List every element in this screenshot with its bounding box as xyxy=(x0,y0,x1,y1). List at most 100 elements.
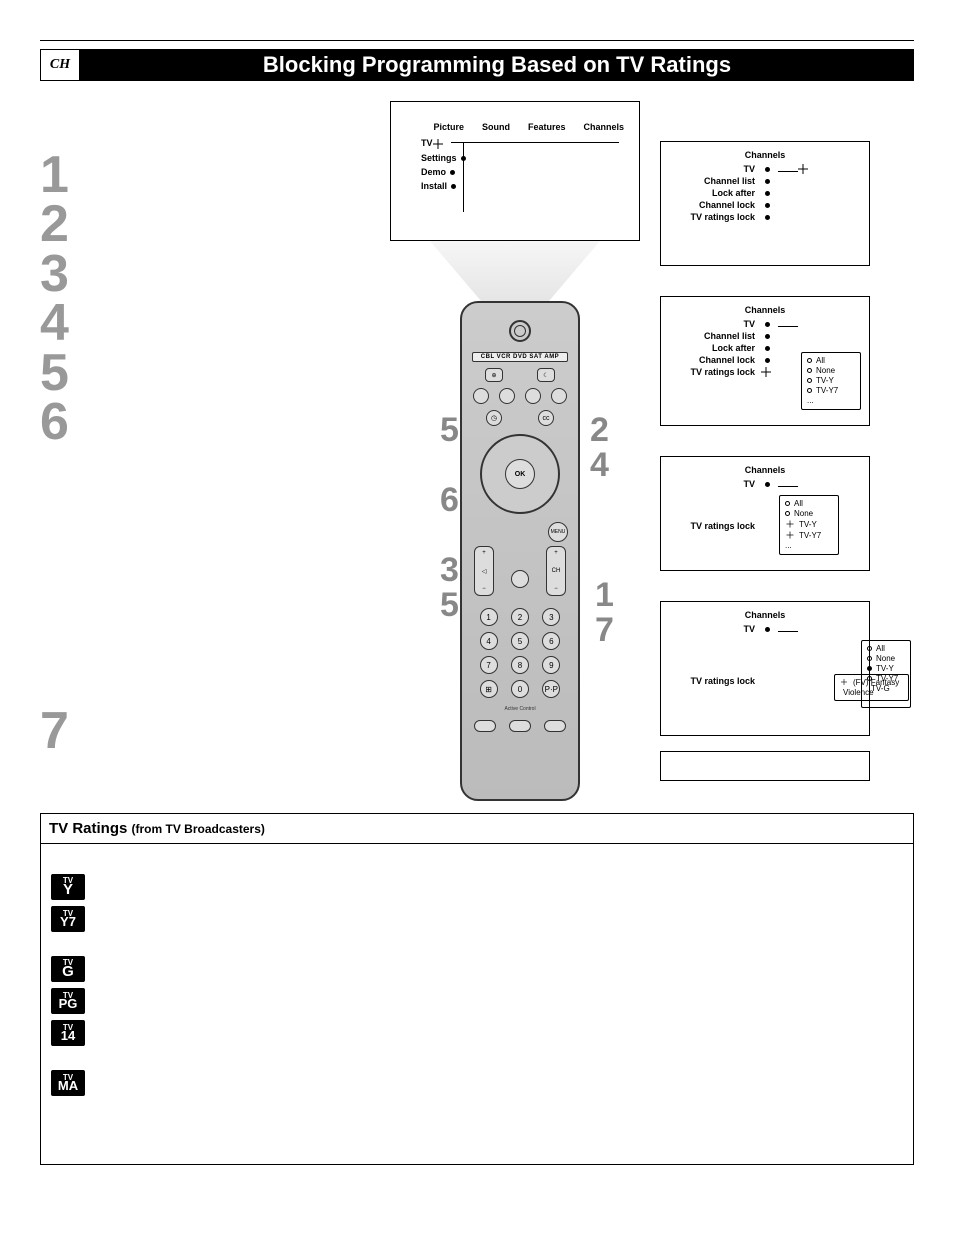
diagram-area: Picture Sound Features Channels TV Setti… xyxy=(120,101,914,801)
tv-y-icon: TVY xyxy=(51,874,85,900)
callout-4: 4 xyxy=(590,446,609,485)
p1-chlist: Channel list xyxy=(671,176,761,186)
p2-ratings: TV ratings lock xyxy=(671,367,761,377)
channels-panel-1: Channels TV Channel list Lock after Chan… xyxy=(660,141,870,266)
red-button[interactable] xyxy=(473,388,489,404)
ratings-sub: (from TV Broadcasters) xyxy=(132,822,265,836)
numpad: 1 2 3 4 5 6 7 8 9 ⊞ 0 P·P xyxy=(468,604,572,702)
ratings-section: TV Ratings (from TV Broadcasters) TVY TV… xyxy=(40,813,914,1165)
callout-1: 1 xyxy=(595,576,614,615)
remote-control: CBL VCR DVD SAT AMP ⊕ ☾ ◷ cc OK MENU xyxy=(460,301,580,801)
select-button[interactable]: ⊕ xyxy=(485,368,503,382)
tv-pg-icon: TVPG xyxy=(51,988,85,1014)
remote-row-cc: ◷ cc xyxy=(468,410,572,426)
ratings-body: TVY TVY7 TVG TVPG TV14 TVMA xyxy=(41,844,913,1154)
oval-2[interactable] xyxy=(509,720,531,732)
p2-tvy7: TV-Y7 xyxy=(816,386,838,395)
tv-y7-icon: TVY7 xyxy=(51,906,85,932)
num-pip[interactable]: P·P xyxy=(542,680,560,698)
num-ent[interactable]: ⊞ xyxy=(480,680,498,698)
p2-none: None xyxy=(816,366,835,375)
num-1[interactable]: 1 xyxy=(480,608,498,626)
p2-chlock: Channel lock xyxy=(671,355,761,365)
num-4[interactable]: 4 xyxy=(480,632,498,650)
p2-more: ... xyxy=(807,396,814,405)
p1-tv: TV xyxy=(671,164,761,174)
step-1: 1 xyxy=(40,151,100,200)
ok-button[interactable]: OK xyxy=(505,459,535,489)
remote-row-dots xyxy=(468,388,572,404)
tv-menu-screen: Picture Sound Features Channels TV Setti… xyxy=(390,101,640,241)
page-title: Blocking Programming Based on TV Ratings xyxy=(80,49,914,81)
menu-features: Features xyxy=(528,122,566,132)
channels-panel-5 xyxy=(660,751,870,781)
callout-3: 3 xyxy=(440,551,459,590)
menu-picture: Picture xyxy=(433,122,464,132)
blue-button[interactable] xyxy=(551,388,567,404)
panel4-title: Channels xyxy=(671,610,859,620)
p3-more: ... xyxy=(785,541,792,550)
num-9[interactable]: 9 xyxy=(542,656,560,674)
p2-lockafter: Lock after xyxy=(671,343,761,353)
channels-panel-4: Channels TV TV ratings lock All None TV-… xyxy=(660,601,870,736)
callout-5: 5 xyxy=(440,411,459,450)
p4-ratings: TV ratings lock xyxy=(671,676,761,686)
menu-button[interactable]: MENU xyxy=(548,522,568,542)
channels-panel-2: Channels TV Channel list Lock after Chan… xyxy=(660,296,870,426)
num-2[interactable]: 2 xyxy=(511,608,529,626)
p1-chlock: Channel lock xyxy=(671,200,761,210)
menu-sound: Sound xyxy=(482,122,510,132)
num-8[interactable]: 8 xyxy=(511,656,529,674)
remote-row-select: ⊕ ☾ xyxy=(468,368,572,382)
callout-2: 2 xyxy=(590,411,609,450)
num-6[interactable]: 6 xyxy=(542,632,560,650)
ch-box: CH xyxy=(40,49,80,81)
step-3: 3 xyxy=(40,250,100,299)
power-button[interactable] xyxy=(509,320,531,342)
oval-1[interactable] xyxy=(474,720,496,732)
num-5[interactable]: 5 xyxy=(511,632,529,650)
ratings-icons: TVY TVY7 TVG TVPG TV14 TVMA xyxy=(51,874,91,1154)
sleep-button[interactable]: ☾ xyxy=(537,368,555,382)
yellow-button[interactable] xyxy=(525,388,541,404)
num-3[interactable]: 3 xyxy=(542,608,560,626)
p4-all: All xyxy=(876,644,885,653)
oval-3[interactable] xyxy=(544,720,566,732)
step-numbers: 1 2 3 4 5 6 7 xyxy=(40,101,100,801)
cc-button[interactable]: cc xyxy=(538,410,554,426)
num-7[interactable]: 7 xyxy=(480,656,498,674)
p2-chlist: Channel list xyxy=(671,331,761,341)
callout-7: 7 xyxy=(595,611,614,650)
menu-side-col: TV Settings Demo Install xyxy=(421,138,624,191)
p3-ratings: TV ratings lock xyxy=(671,521,761,531)
clock-button[interactable]: ◷ xyxy=(486,410,502,426)
p3-all: All xyxy=(794,499,803,508)
mode-strip: CBL VCR DVD SAT AMP xyxy=(472,352,568,362)
menu-top-row: Picture Sound Features Channels xyxy=(421,122,624,132)
panel1-title: Channels xyxy=(671,150,859,160)
page-header: CH Blocking Programming Based on TV Rati… xyxy=(40,49,914,81)
step-6: 6 xyxy=(40,398,100,447)
main-content: 1 2 3 4 5 6 7 Picture Sound Features Cha… xyxy=(40,101,914,801)
rockers: + ◁ − + CH − xyxy=(468,546,572,596)
menu-channels: Channels xyxy=(583,122,624,132)
channel-rocker[interactable]: + CH − xyxy=(546,546,566,596)
p3-tvy: TV-Y xyxy=(799,520,817,529)
p3-tv: TV xyxy=(671,479,761,489)
tv-14-icon: TV14 xyxy=(51,1020,85,1046)
step-5: 5 xyxy=(40,349,100,398)
ratings-header: TV Ratings (from TV Broadcasters) xyxy=(41,814,913,844)
volume-rocker[interactable]: + ◁ − xyxy=(474,546,494,596)
step-2: 2 xyxy=(40,200,100,249)
tv-ma-icon: TVMA xyxy=(51,1070,85,1096)
step-4: 4 xyxy=(40,299,100,348)
green-button[interactable] xyxy=(499,388,515,404)
num-0[interactable]: 0 xyxy=(511,680,529,698)
p2-all: All xyxy=(816,356,825,365)
dpad[interactable]: OK xyxy=(480,434,560,514)
tv-g-icon: TVG xyxy=(51,956,85,982)
mute-button[interactable] xyxy=(511,570,529,588)
p2-tvy: TV-Y xyxy=(816,376,834,385)
panel2-title: Channels xyxy=(671,305,859,315)
menu-tv: TV xyxy=(421,138,433,148)
